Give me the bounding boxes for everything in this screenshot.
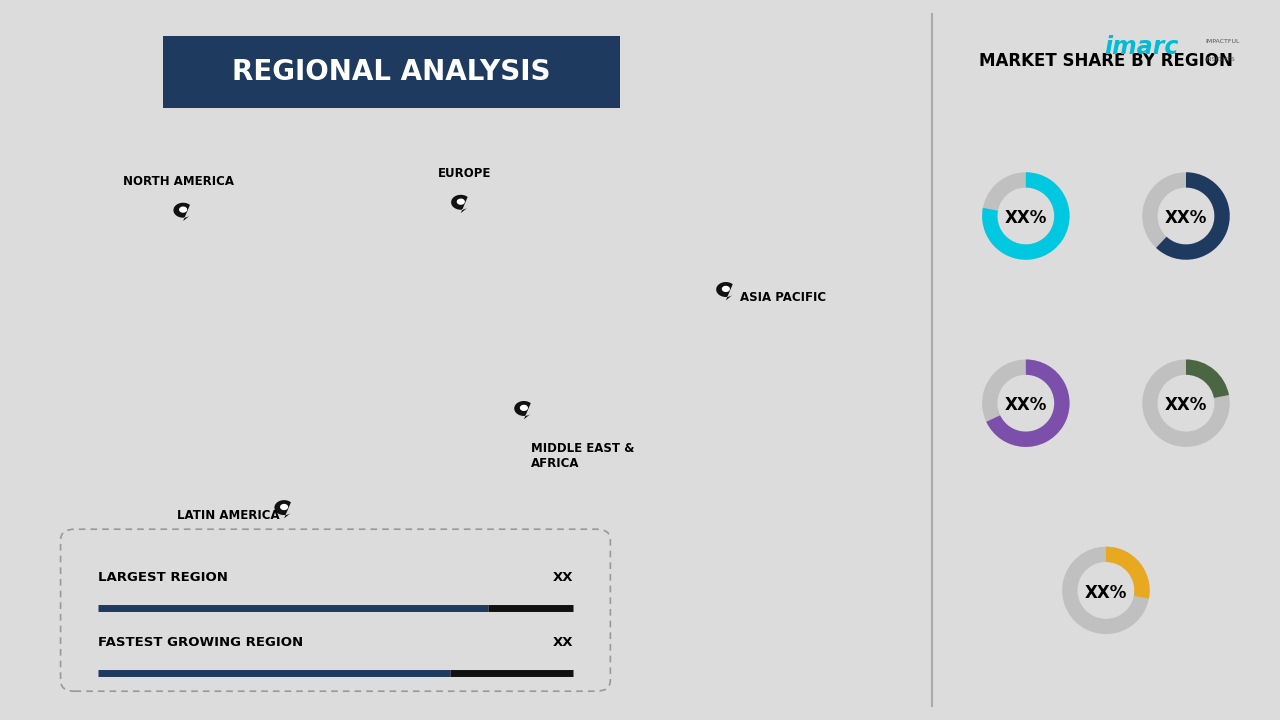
Wedge shape <box>982 359 1070 447</box>
Wedge shape <box>1106 546 1149 598</box>
Text: XX: XX <box>553 636 573 649</box>
FancyBboxPatch shape <box>163 36 620 108</box>
Polygon shape <box>717 282 732 300</box>
Text: INSIGHTS: INSIGHTS <box>1206 57 1235 61</box>
Wedge shape <box>1142 172 1230 260</box>
Polygon shape <box>451 195 467 213</box>
Text: XX%: XX% <box>1084 584 1128 602</box>
Text: NORTH AMERICA: NORTH AMERICA <box>123 176 233 189</box>
Text: XX%: XX% <box>1005 397 1047 415</box>
Polygon shape <box>179 207 187 212</box>
Polygon shape <box>280 504 288 510</box>
Wedge shape <box>1187 359 1229 398</box>
Wedge shape <box>1156 172 1230 260</box>
Wedge shape <box>982 172 1070 260</box>
Text: MARKET SHARE BY REGION: MARKET SHARE BY REGION <box>979 52 1233 70</box>
Wedge shape <box>987 359 1070 447</box>
Polygon shape <box>722 286 730 292</box>
Polygon shape <box>173 203 189 221</box>
Wedge shape <box>1142 359 1230 447</box>
Text: XX%: XX% <box>1165 397 1207 415</box>
Polygon shape <box>274 500 291 518</box>
Text: IMPACTFUL: IMPACTFUL <box>1206 40 1240 44</box>
Text: XX%: XX% <box>1005 210 1047 228</box>
FancyBboxPatch shape <box>60 529 611 691</box>
Text: EUROPE: EUROPE <box>438 168 490 181</box>
Wedge shape <box>1062 546 1149 634</box>
Polygon shape <box>515 401 531 419</box>
Text: REGIONAL ANALYSIS: REGIONAL ANALYSIS <box>232 58 550 86</box>
Polygon shape <box>520 405 527 411</box>
Text: ASIA PACIFIC: ASIA PACIFIC <box>740 291 826 304</box>
Wedge shape <box>982 172 1070 260</box>
Text: XX%: XX% <box>1165 210 1207 228</box>
Text: LATIN AMERICA: LATIN AMERICA <box>177 509 279 522</box>
Polygon shape <box>457 199 465 204</box>
Text: LARGEST REGION: LARGEST REGION <box>97 572 228 585</box>
Text: imarc: imarc <box>1103 35 1179 59</box>
Text: MIDDLE EAST &
AFRICA: MIDDLE EAST & AFRICA <box>531 442 635 469</box>
Text: FASTEST GROWING REGION: FASTEST GROWING REGION <box>97 636 303 649</box>
Text: XX: XX <box>553 572 573 585</box>
